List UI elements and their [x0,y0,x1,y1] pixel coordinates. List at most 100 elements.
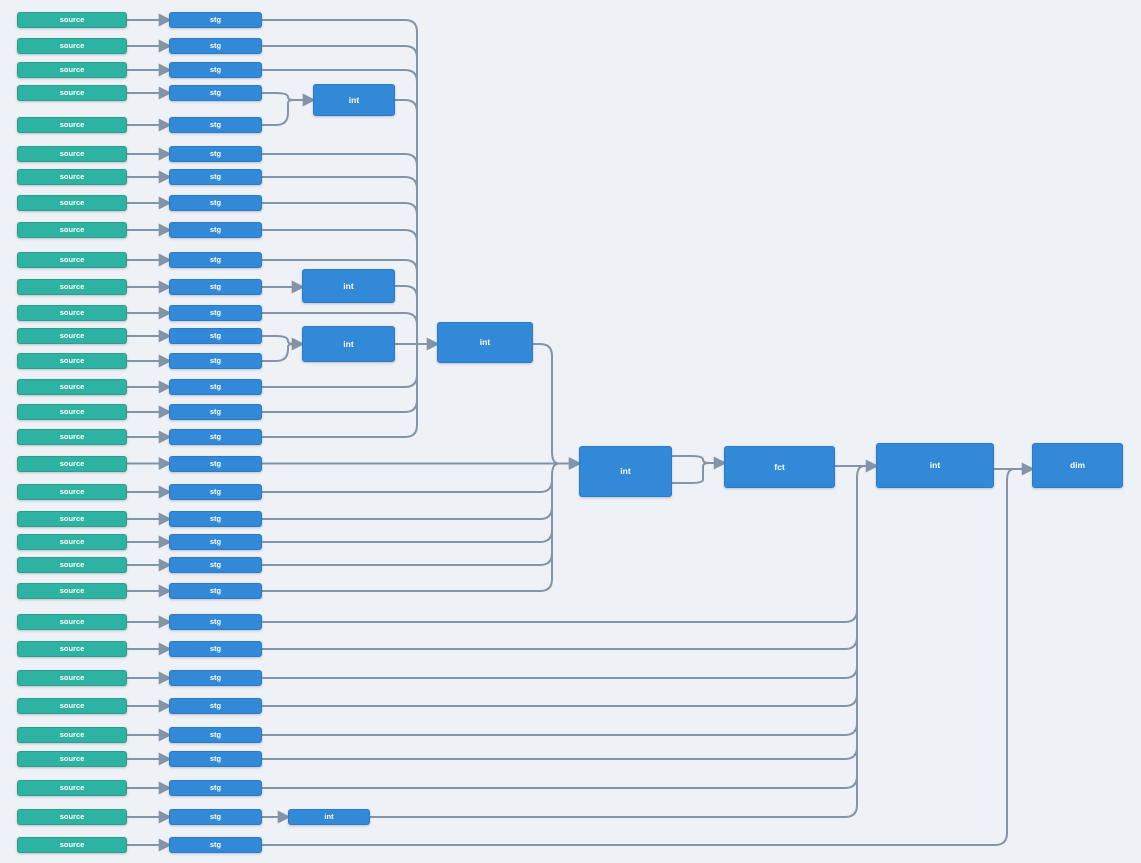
edge-stg-19-int5 [262,479,553,493]
node-stg-20[interactable]: stg [169,511,262,527]
node-source-27[interactable]: source [17,698,127,714]
node-stg-13[interactable]: stg [169,328,262,344]
node-stg-8[interactable]: stg [169,195,262,211]
edge-stg-2-int4 [262,45,418,59]
edge-stg-13-int3 [262,335,295,345]
node-stg-31[interactable]: stg [169,809,262,825]
node-stg-32[interactable]: stg [169,837,262,853]
node-source-2[interactable]: source [17,38,127,54]
node-source-20[interactable]: source [17,511,127,527]
node-source-18[interactable]: source [17,455,127,472]
node-source-4[interactable]: source [17,85,127,101]
node-source-24[interactable]: source [17,614,127,630]
node-stg-4[interactable]: stg [169,85,262,101]
node-stg-1[interactable]: stg [169,12,262,28]
node-stg-27[interactable]: stg [169,698,262,714]
node-stg-7[interactable]: stg [169,169,262,185]
edge-stg-14-int3 [262,343,295,362]
edge-stg-5-int1 [262,99,295,126]
node-stg-22[interactable]: stg [169,557,262,573]
node-int1[interactable]: int [313,84,395,116]
node-source-19[interactable]: source [17,484,127,500]
node-source-7[interactable]: source [17,169,127,185]
edge-stg-29-int6 [262,746,858,760]
node-dim[interactable]: dim [1032,443,1123,488]
edge-stg-27-int6 [262,693,858,707]
node-stg-30[interactable]: stg [169,780,262,796]
node-stg-5[interactable]: stg [169,117,262,133]
node-stg-15[interactable]: stg [169,379,262,395]
node-source-15[interactable]: source [17,379,127,395]
node-source-1[interactable]: source [17,12,127,28]
node-stg-23[interactable]: stg [169,583,262,599]
node-int3[interactable]: int [302,326,395,362]
node-stg-29[interactable]: stg [169,751,262,767]
node-source-3[interactable]: source [17,62,127,78]
node-source-25[interactable]: source [17,641,127,657]
node-stg-24[interactable]: stg [169,614,262,630]
node-source-30[interactable]: source [17,780,127,796]
node-source-5[interactable]: source [17,117,127,133]
edge-int4-int5 [533,343,560,465]
node-source-23[interactable]: source [17,583,127,599]
node-stg-11[interactable]: stg [169,279,262,295]
node-source-13[interactable]: source [17,328,127,344]
node-source-29[interactable]: source [17,751,127,767]
node-source-16[interactable]: source [17,404,127,420]
edge-stg-4-int1 [262,92,295,101]
node-source-21[interactable]: source [17,534,127,550]
node-stg-28[interactable]: stg [169,727,262,743]
node-stg-2[interactable]: stg [169,38,262,54]
node-source-9[interactable]: source [17,222,127,238]
edge-stg-25-int6 [262,636,858,650]
edge-stg-9-int4 [262,229,418,243]
node-stg-9[interactable]: stg [169,222,262,238]
node-source-26[interactable]: source [17,670,127,686]
node-int4[interactable]: int [437,322,533,363]
edge-stg-12-int4 [262,312,418,326]
edge-stg-17-int4 [262,344,418,438]
node-source-14[interactable]: source [17,353,127,369]
node-stg-19[interactable]: stg [169,484,262,500]
node-int2[interactable]: int [302,269,395,303]
node-source-6[interactable]: source [17,146,127,162]
edge-stg-26-int6 [262,665,858,679]
node-stg-26[interactable]: stg [169,670,262,686]
node-int6[interactable]: int [876,443,994,488]
node-stg-16[interactable]: stg [169,404,262,420]
node-source-22[interactable]: source [17,557,127,573]
node-stg-3[interactable]: stg [169,62,262,78]
node-source-17[interactable]: source [17,429,127,445]
edge-stg-24-int6 [262,609,858,623]
edge-stg-10-int4 [262,259,418,273]
edge-int7-int6 [370,465,865,818]
edge-stg-16-int4 [262,399,418,413]
edge-stg-3-int4 [262,69,418,83]
edge-stg-20-int5 [262,506,553,520]
node-stg-18[interactable]: stg [169,455,262,472]
node-stg-6[interactable]: stg [169,146,262,162]
node-stg-17[interactable]: stg [169,429,262,445]
node-source-12[interactable]: source [17,305,127,321]
node-source-28[interactable]: source [17,727,127,743]
edge-stg-8-int4 [262,202,418,216]
edge-int2-int4 [395,285,418,299]
node-source-8[interactable]: source [17,195,127,211]
node-stg-25[interactable]: stg [169,641,262,657]
node-fct[interactable]: fct [724,446,835,488]
node-stg-10[interactable]: stg [169,252,262,268]
edge-stg-1-int4 [262,19,418,344]
edge-int5-fct [672,456,715,484]
node-int5[interactable]: int [579,446,672,497]
node-stg-21[interactable]: stg [169,534,262,550]
edge-int1-int4 [395,99,418,113]
node-int7[interactable]: int [288,809,370,825]
node-source-32[interactable]: source [17,837,127,853]
node-stg-14[interactable]: stg [169,353,262,369]
node-source-31[interactable]: source [17,809,127,825]
node-source-10[interactable]: source [17,252,127,268]
node-source-11[interactable]: source [17,279,127,295]
node-stg-12[interactable]: stg [169,305,262,321]
